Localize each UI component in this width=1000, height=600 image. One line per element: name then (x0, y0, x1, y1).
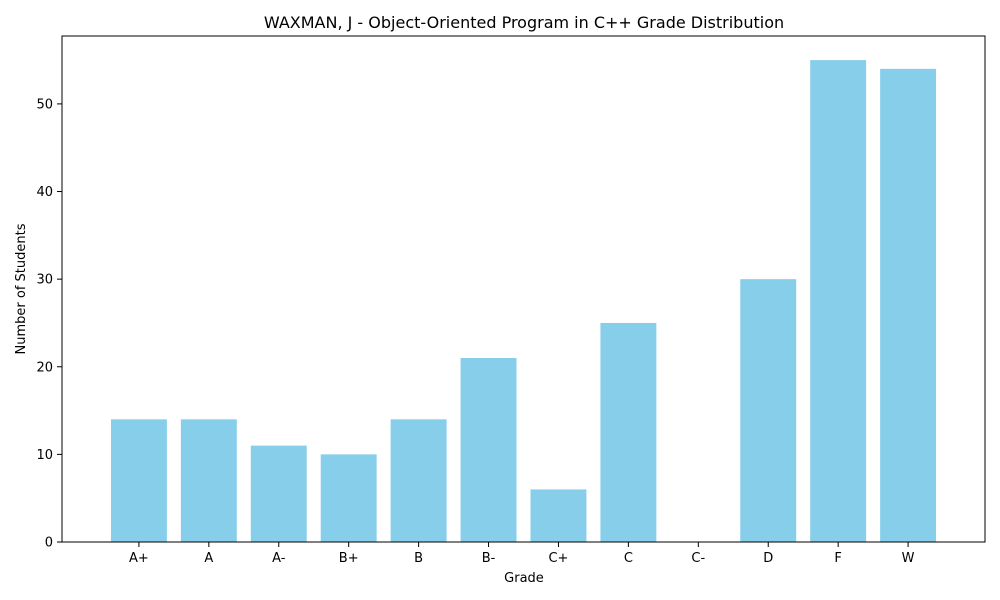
x-tick-label: A+ (129, 551, 149, 566)
x-axis-label: Grade (504, 571, 544, 586)
y-tick-label: 10 (36, 448, 53, 463)
x-tick-label: F (834, 551, 841, 566)
bar-A (180, 419, 237, 542)
y-axis-label: Number of Students (14, 223, 29, 354)
bar-D (740, 279, 797, 542)
x-tick-label: W (902, 551, 915, 566)
y-axis-ticks: 0 10 20 30 40 50 (36, 97, 62, 551)
x-tick-label: C (624, 551, 633, 566)
x-tick-label: C+ (548, 551, 568, 566)
bar-B- (460, 358, 517, 542)
x-tick-label: C- (691, 551, 705, 566)
bar-B (390, 419, 447, 542)
y-tick-label: 0 (45, 536, 53, 551)
x-tick-label: B (414, 551, 423, 566)
bar-C+ (530, 489, 587, 542)
bar-A- (250, 445, 307, 542)
x-tick-label: B- (482, 551, 496, 566)
y-tick-label: 40 (36, 185, 53, 200)
x-tick-label: A- (272, 551, 286, 566)
plot-frame (61, 35, 986, 543)
chart-title: WAXMAN, J - Object-Oriented Program in C… (264, 13, 784, 32)
bar-C (600, 322, 657, 542)
x-tick-label: A (204, 551, 213, 566)
x-tick-label: D (763, 551, 773, 566)
y-tick-label: 50 (36, 97, 53, 112)
y-tick-label: 20 (36, 360, 53, 375)
bar-A+ (110, 419, 167, 542)
x-tick-label: B+ (339, 551, 359, 566)
bar-B+ (320, 454, 377, 542)
y-tick-label: 30 (36, 273, 53, 288)
bar-F (810, 60, 867, 542)
bars-group (110, 60, 937, 542)
bar-W (880, 68, 937, 542)
x-axis-ticks: A+ A A- B+ B B- C+ C C- D F W (129, 542, 915, 566)
